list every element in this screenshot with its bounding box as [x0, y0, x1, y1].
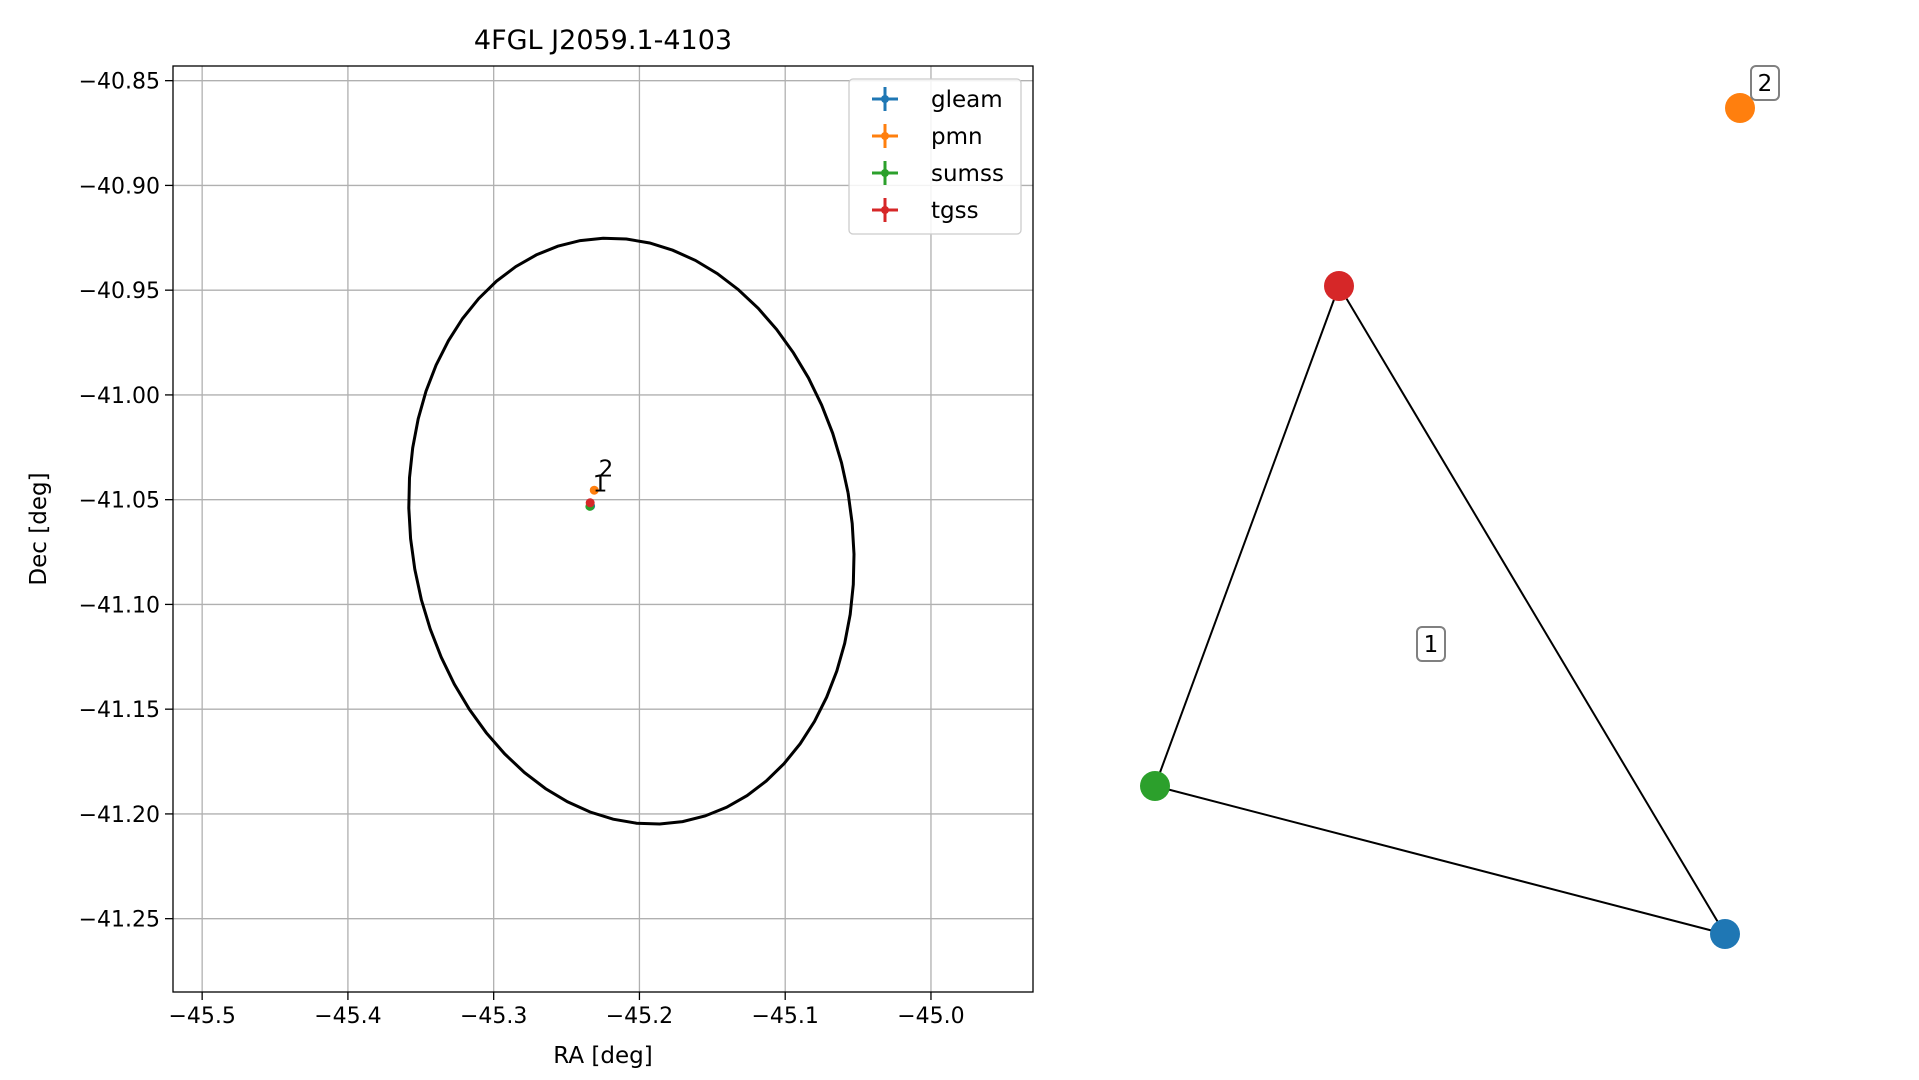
legend-item-pmn: pmn [872, 124, 983, 150]
x-axis-label: RA [deg] [553, 1043, 652, 1069]
y-tick-label: −41.20 [79, 803, 160, 828]
error-ellipse [407, 236, 856, 826]
chart-title: 4FGL J2059.1-4103 [474, 25, 732, 56]
uncertainty-ellipse [407, 236, 856, 826]
legend-marker [881, 132, 889, 140]
label-frame [1416, 626, 1446, 662]
node-pmn [1725, 93, 1755, 123]
y-tick-label: −40.90 [79, 174, 160, 199]
y-axis-label: Dec [deg] [26, 472, 52, 585]
legend-marker [881, 95, 889, 103]
grid-lines [173, 66, 1033, 992]
edge-sumss-gleam [1154, 785, 1726, 935]
legend-marker [881, 169, 889, 177]
annotation-label: 2 [599, 457, 614, 483]
y-tick-label: −40.85 [79, 70, 160, 95]
legend-item-sumss: sumss [872, 161, 1004, 187]
network-label-box: 1 [1416, 626, 1446, 662]
annotation-label: 1 [593, 471, 608, 497]
x-tick-label: −45.4 [314, 1004, 381, 1029]
label-frame [1750, 65, 1780, 101]
point-tgss [585, 498, 595, 508]
source-annotations: 21 [593, 457, 613, 498]
legend-box [848, 78, 1022, 235]
x-tick-label: −45.0 [897, 1004, 964, 1029]
legend-marker [881, 206, 889, 214]
point-pmn [589, 485, 599, 495]
y-tick-label: −40.95 [79, 279, 160, 304]
edge-tgss-sumss [1154, 285, 1340, 787]
x-tick-label: −45.5 [168, 1004, 235, 1029]
scatter-panel: 21 −45.5 −45.4 −45.3 −45.2 −45.1 −45.0 −40.85… [26, 25, 1034, 1069]
x-tick-label: −45.1 [751, 1004, 818, 1029]
edge-gleam-tgss [1338, 285, 1726, 935]
y-tick-label: −41.00 [79, 384, 160, 409]
legend-label: tgss [931, 198, 979, 224]
node-tgss [1324, 271, 1354, 301]
network-label-box: 2 [1750, 65, 1780, 101]
legend-label: sumss [931, 161, 1004, 187]
legend-item-gleam: gleam [872, 87, 1003, 113]
network-label-text: 2 [1758, 71, 1773, 97]
plot-frame [172, 65, 1034, 993]
network-panel: 12 [1140, 65, 1780, 949]
network-label-text: 1 [1424, 632, 1439, 658]
y-tick-label: −41.25 [79, 908, 160, 933]
legend-label: pmn [931, 124, 983, 150]
y-tick-label: −41.05 [79, 489, 160, 514]
source-points [585, 485, 599, 511]
node-sumss [1140, 771, 1170, 801]
legend-item-tgss: tgss [872, 198, 979, 224]
network-nodes [1140, 93, 1755, 949]
network-labels: 12 [1416, 65, 1780, 662]
y-tick-label: −41.15 [79, 698, 160, 723]
y-tick-label: −41.10 [79, 593, 160, 618]
network-edges [1154, 285, 1726, 935]
legend-label: gleam [931, 87, 1003, 113]
x-tick-label: −45.3 [460, 1004, 527, 1029]
x-axis-ticks: −45.5 −45.4 −45.3 −45.2 −45.1 −45.0 [168, 992, 965, 1029]
node-gleam [1710, 919, 1740, 949]
legend: gleam pmn sumss tgss [848, 78, 1022, 235]
y-axis-ticks: −40.85 −40.90 −40.95 −41.00 −41.05 −41.10 −41.… [79, 70, 173, 933]
x-tick-label: −45.2 [606, 1004, 673, 1029]
